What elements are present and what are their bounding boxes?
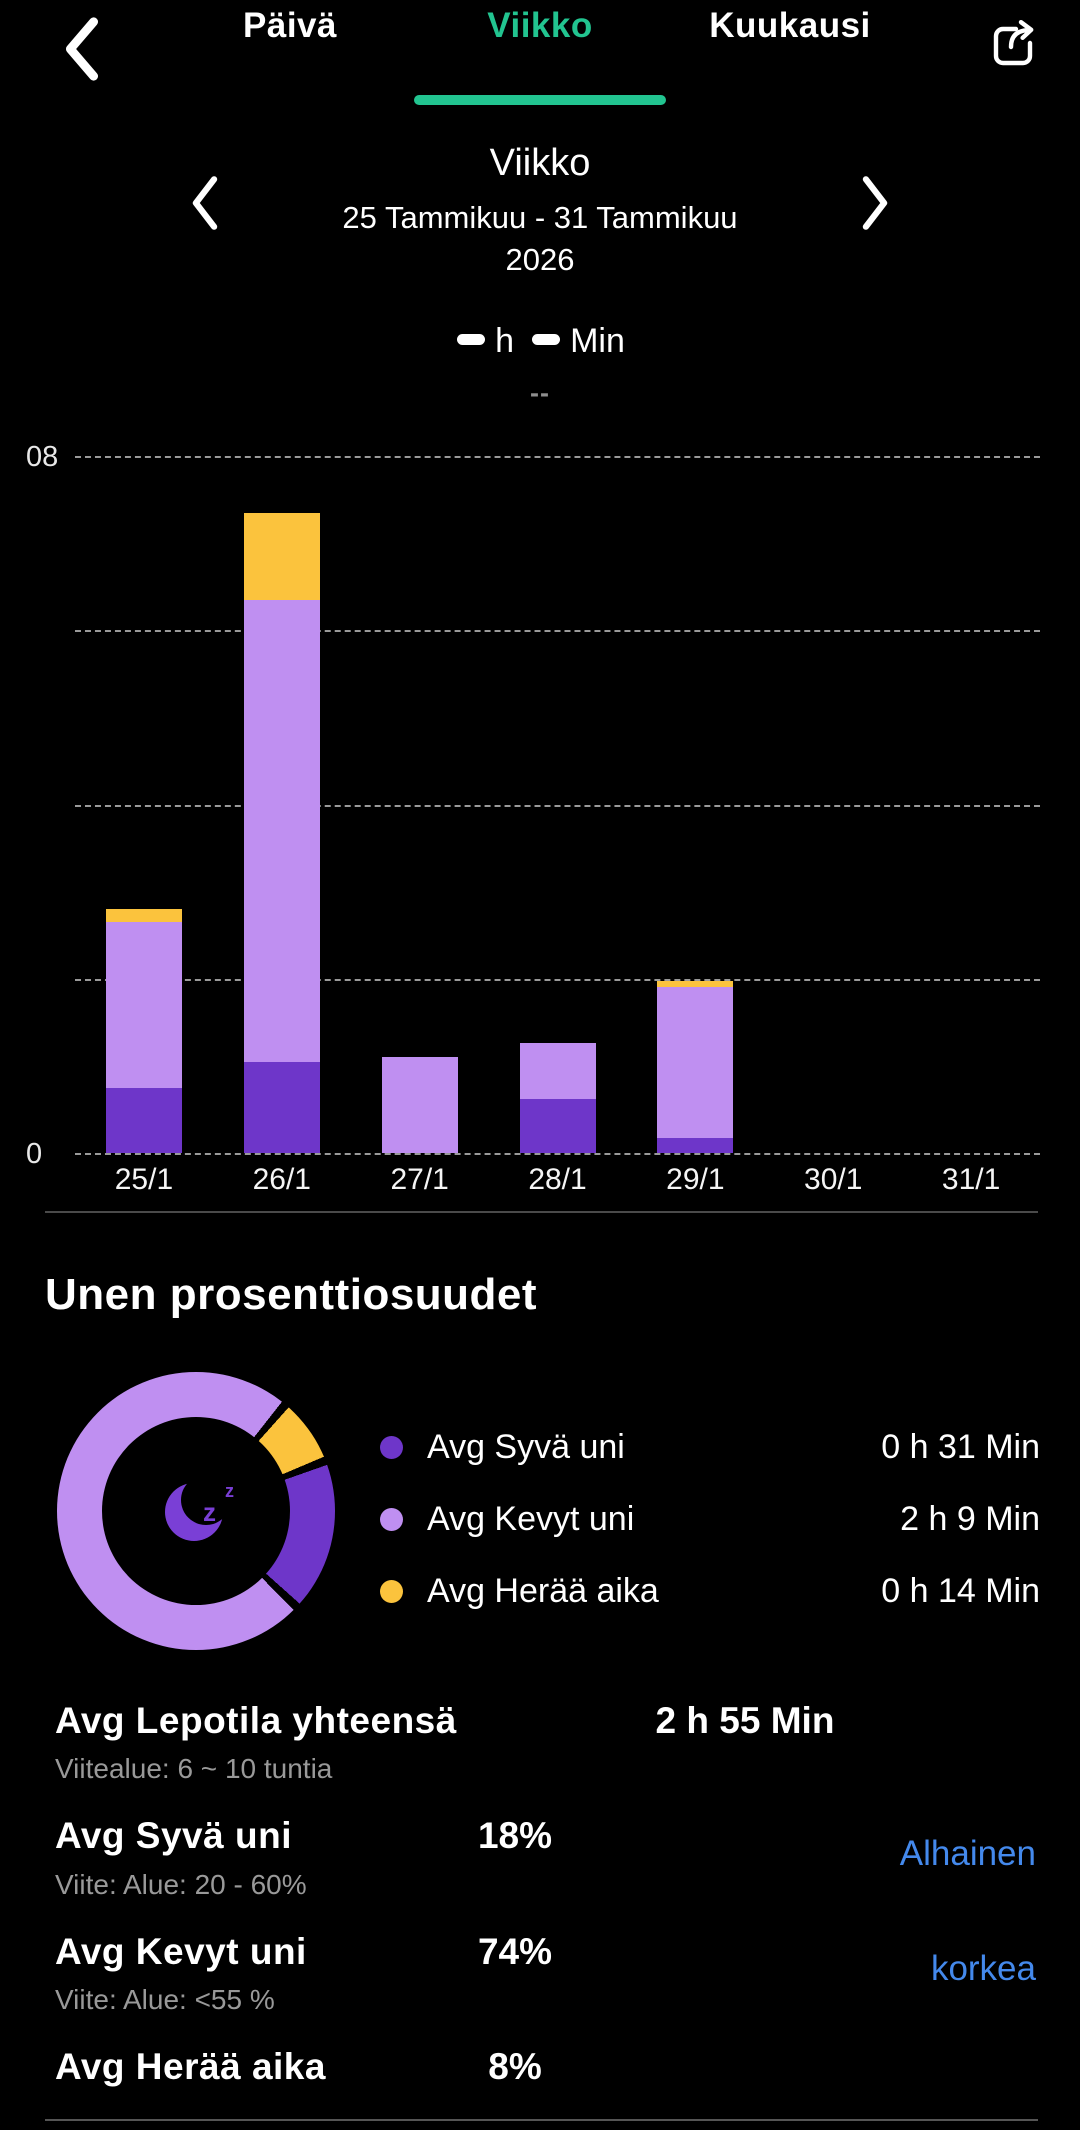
tab-paiva[interactable]: Päivä	[243, 6, 337, 45]
sleeping-moon-icon: z z	[165, 1475, 245, 1555]
sleep-bar-chart	[75, 456, 1040, 1155]
stat-deep-sleep-percent: 18%	[477, 1815, 553, 1856]
next-week-button[interactable]	[852, 172, 898, 234]
bar-segment	[105, 909, 182, 923]
back-chevron-icon	[65, 17, 99, 81]
bar-segment	[105, 922, 182, 1088]
bar-column-25/1[interactable]	[75, 456, 213, 1153]
selected-duration: h Min	[0, 322, 1080, 361]
share-button[interactable]	[984, 12, 1044, 78]
bar-segment	[243, 599, 320, 1062]
gridline-8h	[75, 456, 1040, 458]
bar-segment	[519, 1098, 596, 1153]
x-axis-label: 31/1	[941, 1163, 1001, 1196]
bar-segment	[657, 986, 734, 1139]
x-axis-label: 27/1	[390, 1163, 449, 1196]
x-axis-label: 26/1	[252, 1163, 311, 1196]
week-date-range: 25 Tammikuu - 31 Tammikuu	[342, 200, 738, 235]
previous-week-button[interactable]	[182, 172, 228, 234]
active-tab-underline	[414, 95, 666, 105]
stat-light-sleep-percent: 74%	[477, 1931, 553, 1972]
stat-deep-sleep-status: Alhainen	[899, 1834, 1036, 1873]
section-divider	[45, 1211, 1038, 1213]
legend-value: 0 h 31 Min	[881, 1427, 1040, 1466]
light-sleep-dot-icon	[380, 1507, 403, 1531]
tab-viikko[interactable]: Viikko	[487, 6, 593, 45]
tab-kuukausi[interactable]: Kuukausi	[709, 6, 871, 45]
bar-segment	[243, 512, 320, 600]
gridline-4h	[75, 804, 1040, 807]
stat-awake-time-label: Avg Herää aika	[55, 2046, 326, 2087]
stat-total-rest-label: Avg Lepotila yhteensä	[55, 1700, 457, 1741]
x-axis-label: 28/1	[528, 1163, 587, 1196]
hours-unit: h	[495, 322, 515, 360]
bar-column-26/1[interactable]	[213, 456, 351, 1153]
legend-row-light: Avg Kevyt uni 2 h 9 Min	[370, 1490, 1040, 1548]
bar-segment	[381, 1057, 458, 1153]
x-axis-labels: 25/1 26/1 27/1 28/1 29/1 30/1 31/1	[75, 1163, 1040, 1197]
legend-label: Avg Syvä uni	[427, 1427, 625, 1466]
bar-segment	[105, 1087, 182, 1153]
stat-deep-sleep-label: Avg Syvä uni	[55, 1815, 292, 1856]
legend-value: 2 h 9 Min	[900, 1499, 1040, 1538]
x-axis-label: 25/1	[114, 1163, 174, 1196]
bar-column-29/1[interactable]	[626, 456, 764, 1153]
stat-awake-time-percent: 8%	[488, 2046, 542, 2087]
bar-segment	[243, 1061, 320, 1153]
legend-row-awake: Avg Herää aika 0 h 14 Min	[370, 1562, 1040, 1620]
bar-segment	[657, 1138, 734, 1153]
y-axis-label-top: 08	[26, 441, 59, 473]
minutes-unit: Min	[570, 322, 625, 360]
stat-light-sleep-status: korkea	[930, 1949, 1036, 1988]
selected-date-empty-value: --	[530, 378, 550, 408]
x-axis-label: 29/1	[666, 1163, 725, 1196]
bars-row	[75, 456, 1040, 1153]
gridline-0h	[75, 1153, 1040, 1155]
hours-placeholder-dash	[457, 333, 486, 345]
minutes-placeholder-dash	[532, 333, 561, 345]
gridline-6h	[75, 630, 1040, 633]
share-icon	[993, 20, 1034, 66]
x-axis-label: 30/1	[804, 1163, 863, 1196]
y-axis-label-bottom: 0	[26, 1138, 43, 1170]
week-year: 2026	[505, 242, 575, 277]
stat-total-rest-reference: Viitealue: 6 ~ 10 tuntia	[55, 1753, 333, 1784]
section-title: Unen prosenttiosuudet	[45, 1270, 538, 1319]
deep-sleep-dot-icon	[380, 1435, 403, 1459]
legend-label: Avg Herää aika	[427, 1571, 659, 1610]
bar-column-30/1[interactable]	[764, 456, 902, 1153]
stat-light-sleep-label: Avg Kevyt uni	[55, 1931, 307, 1972]
stat-light-sleep-reference: Viite: Alue: <55 %	[55, 1984, 275, 2015]
bar-column-27/1[interactable]	[351, 456, 489, 1153]
legend-value: 0 h 14 Min	[881, 1571, 1040, 1610]
back-button[interactable]	[52, 14, 112, 84]
bar-column-28/1[interactable]	[489, 456, 627, 1153]
week-view-title: Viikko	[489, 142, 591, 184]
bar-column-31/1[interactable]	[902, 456, 1040, 1153]
stat-total-rest-value: 2 h 55 Min	[655, 1700, 835, 1741]
awake-time-dot-icon	[380, 1579, 403, 1603]
gridline-2h	[75, 978, 1040, 981]
bar-segment	[519, 1043, 596, 1099]
chevron-left-icon	[192, 176, 218, 230]
bar-segment	[657, 981, 734, 987]
chevron-right-icon	[862, 176, 888, 230]
legend-label: Avg Kevyt uni	[427, 1499, 635, 1538]
legend-row-deep: Avg Syvä uni 0 h 31 Min	[370, 1418, 1040, 1476]
bottom-divider	[45, 2119, 1038, 2121]
stat-deep-sleep-reference: Viite: Alue: 20 - 60%	[55, 1869, 307, 1900]
